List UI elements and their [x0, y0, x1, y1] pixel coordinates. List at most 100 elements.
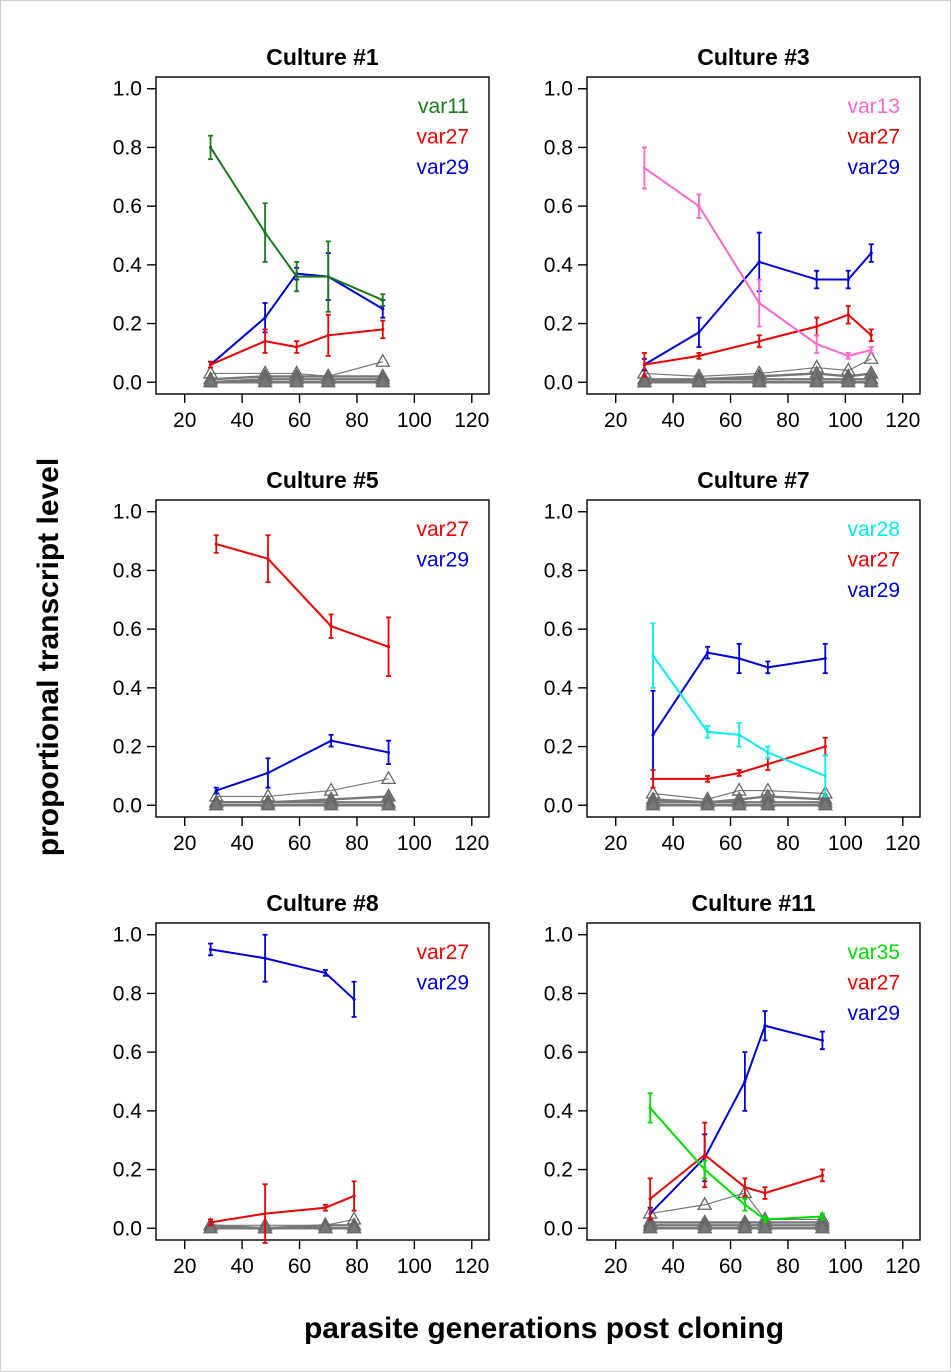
data-point-var35: [648, 1106, 652, 1110]
data-point-var11: [263, 230, 267, 235]
legend-entry: var29: [847, 579, 900, 602]
panel-4: Culture #7 0.0 0.2 0.4 0.6 0.8 1.0 20 40 60 80 100 1…: [544, 467, 921, 855]
y-tick-label: 1.0: [544, 78, 573, 101]
x-axis-label: parasite generations post cloning: [304, 1312, 784, 1345]
x-tick-label: 120: [885, 1255, 920, 1278]
legend-entry: var35: [847, 941, 900, 964]
data-point-var27: [737, 771, 741, 775]
y-tick-label: 0.8: [113, 136, 142, 159]
data-point-var27: [381, 327, 385, 332]
x-tick-label: 100: [397, 832, 432, 855]
data-point-var29: [737, 656, 741, 661]
data-point-var29: [263, 316, 267, 320]
panel-title: Culture #5: [266, 467, 379, 493]
minor-var-point: [840, 373, 856, 388]
data-point-var27: [295, 345, 299, 349]
y-tick-label: 0.6: [113, 1041, 142, 1064]
legend-entry: var28: [847, 518, 900, 541]
data-point-var11: [295, 274, 299, 279]
legend-entry: var29: [416, 972, 469, 995]
minor-var-point: [208, 796, 224, 811]
data-point-var27: [651, 777, 655, 781]
minor-var-point: [737, 1219, 753, 1234]
minor-var-line: [210, 1224, 355, 1230]
x-tick-label: 60: [719, 1255, 742, 1278]
data-point-var29: [820, 1038, 824, 1043]
data-point-var29: [705, 651, 710, 655]
legend-entry: var29: [416, 156, 469, 179]
data-point-var13: [869, 348, 873, 352]
data-point-var29: [352, 997, 356, 1001]
data-point-var27: [815, 324, 819, 329]
y-tick-label: 0.0: [113, 794, 142, 817]
y-tick-label: 0.4: [113, 677, 143, 700]
data-point-var35: [703, 1167, 707, 1172]
data-point-var11: [208, 145, 213, 150]
legend-entry: var29: [847, 156, 900, 179]
plot-frame: [155, 922, 490, 1241]
plot-frame: [586, 922, 921, 1241]
data-point-var13: [697, 204, 701, 208]
series-line-var29: [649, 1024, 823, 1215]
data-point-var29: [651, 733, 655, 737]
data-point-var29: [208, 947, 213, 952]
panel-3: Culture #5 0.0 0.2 0.4 0.6 0.8 1.0 20 40 60 80 100 1…: [113, 467, 490, 855]
data-point-var27: [386, 645, 391, 649]
series-line-var29: [210, 948, 355, 1001]
data-point-var27: [823, 744, 827, 749]
y-tick-label: 0.4: [544, 254, 574, 277]
data-point-var27: [757, 339, 761, 343]
panel-title: Culture #8: [266, 890, 379, 916]
data-point-var28: [823, 774, 827, 778]
data-point-var27: [820, 1173, 824, 1178]
data-point-var27: [352, 1194, 356, 1198]
x-tick-label: 60: [288, 1255, 311, 1278]
minor-var-point: [737, 1184, 753, 1199]
minor-var-line: [652, 789, 826, 800]
y-tick-label: 0.0: [113, 371, 142, 394]
minor-var-point: [757, 1219, 773, 1234]
data-point-var27: [697, 354, 701, 358]
data-point-var29: [846, 277, 850, 282]
y-tick-label: 0.2: [113, 1159, 142, 1182]
x-tick-label: 120: [885, 409, 920, 432]
data-point-var29: [763, 1024, 767, 1028]
x-tick-label: 40: [230, 832, 253, 855]
x-tick-label: 80: [776, 1255, 799, 1278]
panel-2: Culture #3 0.0 0.2 0.4 0.6 0.8 1.0 20 40 60 80 100 1…: [544, 44, 921, 432]
legend-entry: var27: [416, 126, 469, 149]
minor-var-line: [216, 778, 389, 798]
minor-var-point: [202, 1219, 219, 1234]
legend-entry: var13: [847, 95, 900, 118]
x-tick-label: 120: [454, 409, 489, 432]
panel-5: Culture #8 0.0 0.2 0.4 0.6 0.8 1.0 20 40 60 80 100 1…: [113, 890, 490, 1278]
plot-frame: [586, 499, 921, 818]
x-tick-label: 40: [661, 1255, 684, 1278]
x-tick-label: 20: [604, 409, 627, 432]
data-point-var29: [323, 971, 327, 975]
series-line-var29: [215, 739, 389, 792]
x-tick-label: 60: [719, 409, 742, 432]
series-line-var27: [210, 1195, 355, 1224]
data-point-var27: [326, 333, 330, 337]
x-tick-label: 80: [776, 409, 799, 432]
x-tick-label: 20: [173, 1255, 196, 1278]
x-tick-label: 100: [397, 409, 432, 432]
minor-var-point: [317, 1219, 333, 1234]
panel-title: Culture #3: [697, 44, 809, 70]
data-point-var27: [208, 1220, 213, 1224]
minor-var-point: [375, 373, 391, 388]
data-point-var27: [648, 1197, 652, 1201]
minor-var-point: [320, 373, 336, 388]
x-tick-label: 120: [454, 1255, 489, 1278]
data-point-var28: [651, 653, 655, 658]
y-tick-label: 0.8: [544, 982, 573, 1005]
plot-frame: [155, 499, 490, 818]
x-tick-label: 20: [604, 832, 627, 855]
x-tick-label: 100: [397, 1255, 432, 1278]
x-tick-label: 100: [828, 1255, 863, 1278]
minor-var-point: [380, 770, 397, 784]
data-point-var27: [869, 333, 873, 337]
data-point-var27: [263, 1211, 267, 1216]
x-tick-label: 80: [776, 832, 799, 855]
